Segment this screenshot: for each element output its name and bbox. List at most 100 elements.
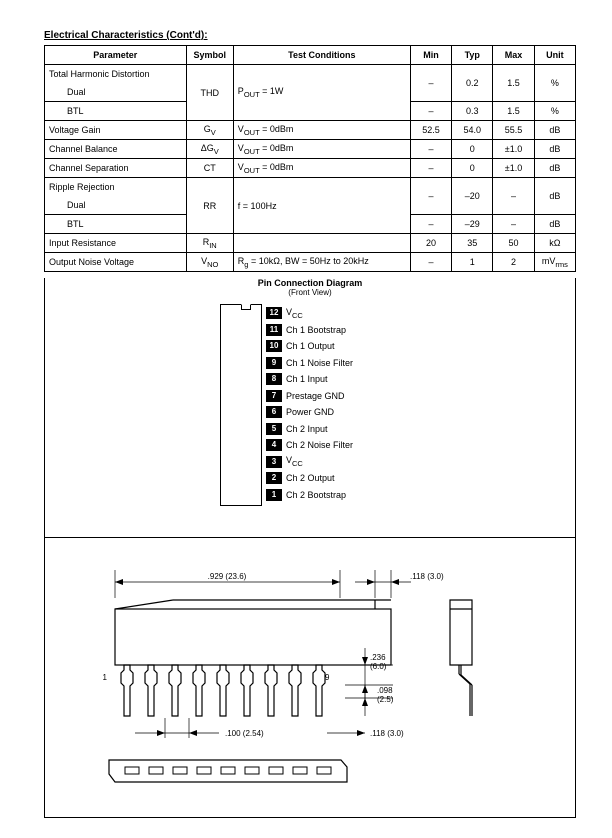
table-cell: Channel Balance [45,140,187,159]
pin1-label: 1 [103,673,108,682]
pin-number: 12 [266,307,282,319]
dim-sidew: .118 (3.0) [370,729,404,738]
table-cell: % [534,102,575,121]
table-cell: ±1.0 [493,159,534,178]
section-title: Electrical Characteristics (Cont'd): [44,30,576,41]
th-param: Parameter [45,46,187,65]
table-cell: Total Harmonic Distortion [45,65,187,84]
pin-number: 4 [266,439,282,451]
pin-number: 1 [266,489,282,501]
th-cond: Test Conditions [233,46,410,65]
table-cell: 0.3 [452,102,493,121]
table-cell: Ripple Rejection [45,178,187,197]
table-cell: – [410,215,451,234]
pin-label: Ch 1 Output [286,341,335,351]
table-cell: VOUT = 0dBm [233,121,410,140]
table-cell: 1.5 [493,102,534,121]
pin-row: 9 Ch 1 Noise Filter [266,357,353,369]
table-cell: Dual [45,196,187,215]
package-drawing: .929 (23.6) .118 (3.0) 1 9 [45,538,575,816]
drawing-panel: .929 (23.6) .118 (3.0) 1 9 [44,538,576,818]
table-cell: RIN [186,234,233,253]
table-cell: Voltage Gain [45,121,187,140]
table-cell: BTL [45,102,187,121]
dim-length: .929 (23.6) [208,572,247,581]
pin-number: 3 [266,456,282,468]
dim-topwidth: .118 (3.0) [410,572,444,581]
table-cell: GV [186,121,233,140]
table-cell: 2 [493,253,534,272]
pin-number: 11 [266,324,282,336]
dim-h2: .098 [377,686,393,695]
table-cell: dB [534,215,575,234]
table-cell: CT [186,159,233,178]
th-typ: Typ [452,46,493,65]
pin-row: 6Power GND [266,406,334,418]
pin-number: 9 [266,357,282,369]
table-cell: 1.5 [493,65,534,102]
dim-pitch: .100 (2.54) [225,729,264,738]
pin-label: Ch 2 Input [286,424,328,434]
table-cell: 54.0 [452,121,493,140]
pin-row: 5 Ch 2 Input [266,423,328,435]
table-cell: Output Noise Voltage [45,253,187,272]
table-cell: 0 [452,140,493,159]
table-cell: dB [534,140,575,159]
table-cell: Input Resistance [45,234,187,253]
pin-row: 12 VCC [266,307,303,319]
pin-number: 2 [266,472,282,484]
pin-label: Ch 2 Noise Filter [286,440,353,450]
package-notch [241,304,251,310]
pin-number: 5 [266,423,282,435]
th-min: Min [410,46,451,65]
th-max: Max [493,46,534,65]
pin-diagram: 12VCC11Ch 1 Bootstrap10Ch 1 Output9Ch 1 … [220,303,400,508]
table-cell: – [410,102,451,121]
table-cell [233,234,410,253]
pin-row: 4 Ch 2 Noise Filter [266,439,353,451]
package-body [220,304,262,506]
table-cell: RR [186,178,233,234]
table-cell: 1 [452,253,493,272]
th-symbol: Symbol [186,46,233,65]
th-unit: Unit [534,46,575,65]
pin-row: 10 Ch 1 Output [266,340,335,352]
pin-number: 10 [266,340,282,352]
pin-label: Ch 1 Bootstrap [286,325,346,335]
pin-subtitle: (Front View) [45,288,575,297]
table-cell: mVrms [534,253,575,272]
table-cell: dB [534,121,575,140]
pin-label: Ch 2 Bootstrap [286,490,346,500]
pin-label: VCC [286,455,303,468]
table-cell: –29 [452,215,493,234]
table-cell: dB [534,159,575,178]
table-cell: f = 100Hz [233,178,410,234]
table-cell: VNO [186,253,233,272]
table-cell: Channel Separation [45,159,187,178]
table-cell: – [410,140,451,159]
dim-h2b: (2.5) [377,695,394,704]
pin-number: 6 [266,406,282,418]
table-cell: 0 [452,159,493,178]
pin-panel: Pin Connection Diagram (Front View) 12VC… [44,278,576,538]
table-cell: – [410,178,451,215]
table-cell: 52.5 [410,121,451,140]
pin-label: VCC [286,307,303,320]
dim-h1: .236 [370,653,386,662]
table-cell: VOUT = 0dBm [233,140,410,159]
table-cell: dB [534,178,575,215]
pin-row: 1 Ch 2 Bootstrap [266,489,346,501]
table-cell: Rg = 10kΩ, BW = 50Hz to 20kHz [233,253,410,272]
table-cell: – [493,178,534,215]
dim-h1b: (6.0) [370,662,387,671]
table-cell: – [410,253,451,272]
spec-table: Parameter Symbol Test Conditions Min Typ… [44,45,576,272]
table-cell: – [410,65,451,102]
pin-label: Prestage GND [286,391,345,401]
table-cell: POUT = 1W [233,65,410,121]
pin-row: 3 VCC [266,456,303,468]
pin-row: 11 Ch 1 Bootstrap [266,324,346,336]
table-cell: BTL [45,215,187,234]
pin-label: Ch 1 Noise Filter [286,358,353,368]
table-cell: ΔGV [186,140,233,159]
